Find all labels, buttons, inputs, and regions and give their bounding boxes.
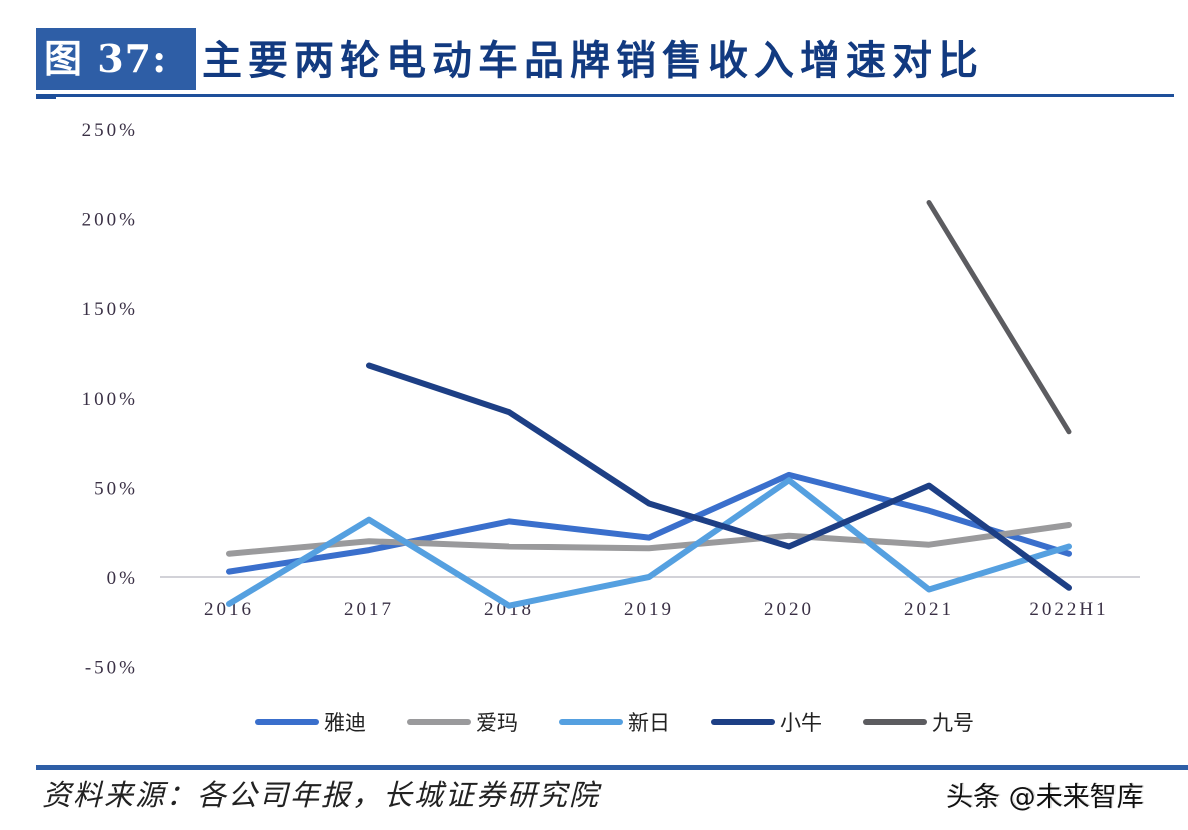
figure-label: 图 37: [36,28,196,90]
y-tick-label: 100% [82,389,138,410]
y-tick-label: 200% [82,210,138,231]
legend: 雅迪 爱玛 新日 小牛 九号 [255,711,974,735]
y-tick-label: 50% [94,478,138,499]
title-divider-accent [36,97,56,99]
legend-item: 新日 [559,711,670,735]
series-line [226,522,1072,557]
legend-label: 雅迪 [324,711,366,735]
x-axis: 2016 2017 2018 2019 2020 2021 2022H1 [204,599,1108,620]
legend-label: 爱玛 [476,711,518,735]
y-tick-label: -50% [85,658,138,679]
legend-label: 九号 [932,711,974,735]
legend-label: 小牛 [780,711,822,735]
x-tick-label: 2021 [904,599,954,620]
series-line [226,471,1072,575]
series-line [366,362,1072,591]
y-tick-label: 0% [107,568,138,589]
legend-item: 小牛 [711,711,822,735]
source-note: 资料来源：各公司年报，长城证券研究院 [42,778,601,812]
legend-label: 新日 [628,711,670,735]
series-line [226,477,1072,609]
title-divider [36,94,1174,97]
legend-item: 九号 [863,711,974,735]
x-tick-label: 2022H1 [1029,599,1108,620]
x-tick-label: 2020 [764,599,814,620]
watermark: 头条 @未来智库 [946,782,1144,813]
legend-item: 爱玛 [407,711,518,735]
x-tick-label: 2019 [624,599,674,620]
series-line [926,200,1072,435]
chart-title: 主要两轮电动车品牌销售收入增速对比 [202,37,984,84]
x-tick-label: 2016 [204,599,254,620]
y-tick-label: 250% [82,120,138,141]
source-divider [36,765,1188,770]
y-axis: 250% 200% 150% 100% 50% 0% -50% [82,120,138,679]
x-tick-label: 2017 [344,599,394,620]
y-tick-label: 150% [82,299,138,320]
legend-item: 雅迪 [255,711,366,735]
series-lines [226,200,1072,609]
line-chart: 250%200%150%100%50%0%-50% 2016 2017 2018 20… [82,120,1140,735]
